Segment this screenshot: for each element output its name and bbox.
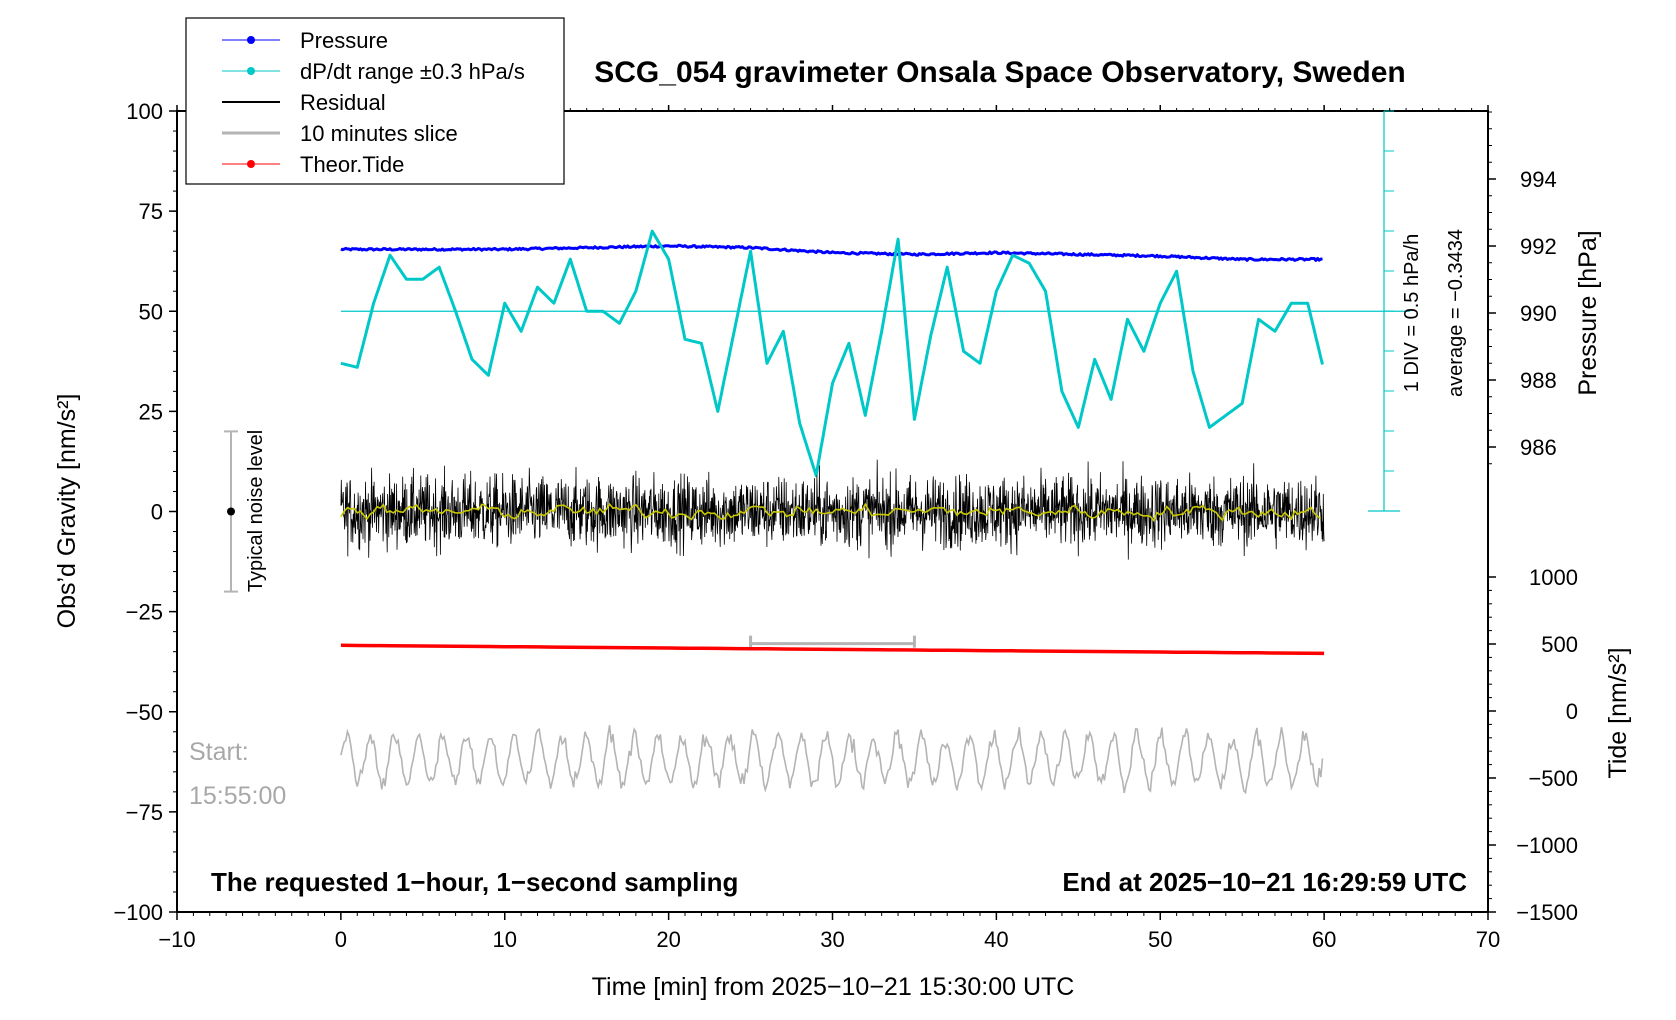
y-tick-label: 0 bbox=[151, 500, 163, 525]
legend: Pressure dP/dt range ±0.3 hPa/s Residual… bbox=[185, 17, 565, 185]
x-tick-label: 0 bbox=[335, 927, 347, 952]
tide-tick-label: 0 bbox=[1566, 699, 1578, 724]
y-tick-label: 25 bbox=[139, 399, 163, 424]
legend-label-tide: Theor.Tide bbox=[300, 152, 404, 177]
pressure-tick-label: 992 bbox=[1520, 234, 1557, 259]
y-tick-label: 100 bbox=[126, 99, 163, 124]
residual-smoothed-line bbox=[340, 502, 1322, 523]
left-axis-title: Obs’d Gravity [nm/s²] bbox=[53, 394, 81, 629]
x-tick-label: 70 bbox=[1476, 927, 1500, 952]
legend-marker-tide bbox=[247, 160, 255, 168]
tide-tick-label: 500 bbox=[1541, 632, 1578, 657]
y-tick-label: −50 bbox=[126, 700, 163, 725]
pressure-tick-label: 986 bbox=[1520, 435, 1557, 460]
tide-axis-title: Tide [nm/s²] bbox=[1604, 647, 1632, 778]
pressure-line bbox=[340, 243, 1323, 262]
bottom-left-note: The requested 1−hour, 1−second sampling bbox=[211, 867, 738, 897]
legend-marker-dpdt bbox=[247, 67, 255, 75]
y-tick-label: 75 bbox=[139, 199, 163, 224]
series-layer bbox=[224, 110, 1410, 795]
dpdt-average-label: average = −0.3434 bbox=[1445, 229, 1467, 397]
x-tick-label: 30 bbox=[820, 927, 844, 952]
y-tick-label: −25 bbox=[126, 600, 163, 625]
pressure-tick-label: 994 bbox=[1520, 167, 1557, 192]
chart-title: SCG_054 gravimeter Onsala Space Observat… bbox=[594, 56, 1406, 89]
y-tick-label: −100 bbox=[113, 900, 163, 925]
x-tick-label: 40 bbox=[984, 927, 1008, 952]
legend-label-dpdt: dP/dt range ±0.3 hPa/s bbox=[300, 59, 525, 84]
axis-layer: −10 0 10 20 30 40 50 60 701007550250−25−50−75−10… bbox=[113, 99, 1578, 952]
dpdt-scale-label: 1 DIV = 0.5 hPa/h bbox=[1401, 234, 1423, 392]
dpdt-line bbox=[340, 229, 1324, 477]
legend-label-residual: Residual bbox=[300, 90, 386, 115]
legend-item-residual: Residual bbox=[222, 90, 386, 115]
x-tick-label: 60 bbox=[1312, 927, 1336, 952]
legend-item-slice: 10 minutes slice bbox=[222, 121, 458, 146]
noise-level-center-marker bbox=[227, 507, 235, 516]
y-tick-label: 50 bbox=[139, 299, 163, 324]
tide-tick-label: 1000 bbox=[1529, 565, 1578, 590]
x-tick-label: 50 bbox=[1148, 927, 1172, 952]
legend-item-dpdt: dP/dt range ±0.3 hPa/s bbox=[222, 59, 525, 84]
pressure-tick-label: 988 bbox=[1520, 368, 1557, 393]
legend-label-pressure: Pressure bbox=[300, 28, 388, 53]
tide-tick-label: −1000 bbox=[1516, 833, 1578, 858]
bottom-right-note: End at 2025−10−21 16:29:59 UTC bbox=[1062, 867, 1467, 897]
legend-item-tide: Theor.Tide bbox=[222, 152, 404, 177]
x-tick-label: −10 bbox=[158, 927, 195, 952]
y-tick-label: −75 bbox=[126, 800, 163, 825]
x-tick-label: 20 bbox=[656, 927, 680, 952]
tide-line bbox=[340, 643, 1325, 656]
x-tick-label: 10 bbox=[493, 927, 517, 952]
tide-tick-label: −1500 bbox=[1516, 900, 1578, 925]
pressure-axis-title: Pressure [hPa] bbox=[1574, 230, 1602, 395]
legend-label-slice: 10 minutes slice bbox=[300, 121, 458, 146]
x-axis-title: Time [min] from 2025−10−21 15:30:00 UTC bbox=[592, 973, 1075, 1001]
tide-tick-label: −500 bbox=[1528, 766, 1578, 791]
legend-item-pressure: Pressure bbox=[222, 28, 388, 53]
slice-start-label: Start: bbox=[189, 738, 249, 766]
noise-level-label: Typical noise level bbox=[245, 430, 267, 592]
slice-line bbox=[340, 724, 1324, 795]
legend-marker-pressure bbox=[247, 36, 255, 44]
pressure-tick-label: 990 bbox=[1520, 301, 1557, 326]
slice-start-time: 15:55:00 bbox=[189, 782, 286, 810]
